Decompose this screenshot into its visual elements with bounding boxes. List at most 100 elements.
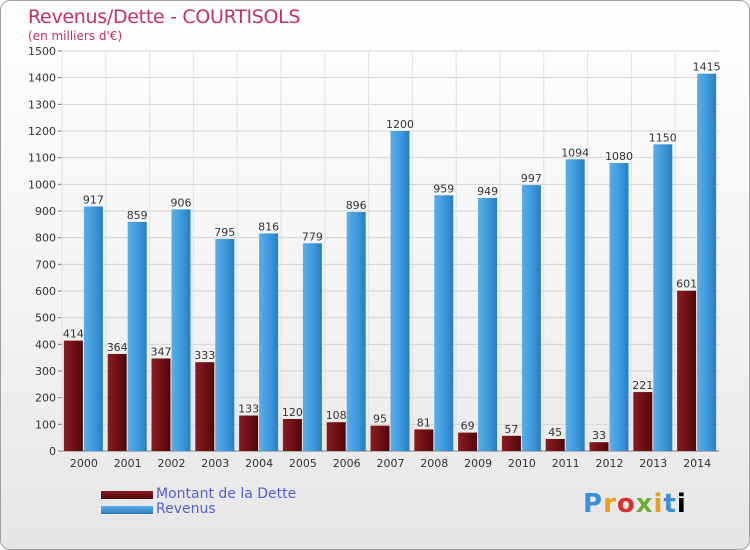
- xtick-label-2006: 2006: [333, 457, 361, 470]
- bar-debt-2013: [633, 392, 653, 451]
- chart-title: Revenus/Dette - COURTISOLS: [28, 6, 301, 28]
- bar-debt-2001: [107, 353, 127, 451]
- data-label-revenus-2013: 1150: [649, 131, 677, 144]
- ytick-label-800: 800: [35, 232, 56, 245]
- ytick-label-0: 0: [49, 445, 56, 458]
- data-label-revenus-2012: 1080: [605, 150, 633, 163]
- data-label-debt-2003: 333: [194, 349, 215, 362]
- bar-debt-2008: [414, 429, 434, 451]
- bar-revenus-2007: [390, 131, 410, 451]
- legend-label-debt: Montant de la Dette: [156, 486, 297, 502]
- data-label-revenus-2007: 1200: [386, 118, 414, 131]
- xtick-label-2002: 2002: [158, 457, 186, 470]
- xtick-label-2013: 2013: [639, 457, 667, 470]
- ytick-label-1300: 1300: [28, 98, 56, 111]
- bar-debt-2012: [589, 442, 609, 451]
- ytick-label-500: 500: [35, 312, 56, 325]
- legend-swatch-debt: [101, 491, 153, 499]
- data-label-debt-2007: 95: [373, 413, 387, 426]
- xtick-label-2003: 2003: [201, 457, 229, 470]
- proxiti-logo: Proxiti: [583, 489, 687, 519]
- ytick-label-400: 400: [35, 338, 56, 351]
- ytick-label-1200: 1200: [28, 125, 56, 138]
- unit-label: (en milliers d'€): [28, 29, 123, 43]
- bar-debt-2010: [501, 435, 521, 451]
- xtick-label-2004: 2004: [245, 457, 273, 470]
- data-label-revenus-2010: 997: [521, 172, 542, 185]
- bar-debt-2003: [195, 362, 215, 451]
- ytick-label-1500: 1500: [28, 45, 56, 58]
- bar-debt-2011: [545, 439, 565, 451]
- bar-revenus-2003: [215, 239, 235, 451]
- data-label-revenus-2002: 906: [171, 196, 192, 209]
- bar-revenus-2010: [521, 185, 541, 451]
- bar-revenus-2011: [565, 159, 585, 451]
- data-label-revenus-2011: 1094: [561, 146, 589, 159]
- bar-revenus-2002: [171, 209, 191, 451]
- ytick-label-100: 100: [35, 418, 56, 431]
- data-label-debt-2001: 364: [107, 341, 128, 354]
- xtick-label-2011: 2011: [552, 457, 580, 470]
- xtick-label-2008: 2008: [420, 457, 448, 470]
- xtick-label-2005: 2005: [289, 457, 317, 470]
- bar-debt-2006: [326, 422, 346, 451]
- ytick-label-200: 200: [35, 392, 56, 405]
- data-label-revenus-2009: 949: [477, 185, 498, 198]
- data-label-debt-2009: 69: [461, 420, 475, 433]
- data-label-debt-2010: 57: [504, 423, 518, 436]
- bar-debt-2014: [677, 290, 697, 451]
- bar-debt-2000: [63, 340, 83, 451]
- ytick-label-1400: 1400: [28, 72, 56, 85]
- data-label-revenus-2001: 859: [127, 209, 148, 222]
- data-label-debt-2008: 81: [417, 416, 431, 429]
- data-label-debt-2013: 221: [632, 379, 653, 392]
- data-label-debt-2012: 33: [592, 429, 606, 442]
- data-label-revenus-2008: 959: [433, 182, 454, 195]
- bar-debt-2009: [458, 432, 478, 451]
- bar-revenus-2005: [302, 243, 322, 451]
- data-label-debt-2000: 414: [63, 328, 84, 341]
- data-label-revenus-2004: 816: [258, 220, 279, 233]
- data-label-revenus-2003: 795: [214, 226, 235, 239]
- ytick-label-600: 600: [35, 285, 56, 298]
- bar-revenus-2012: [609, 163, 629, 451]
- bar-revenus-2000: [83, 206, 103, 451]
- xtick-label-2009: 2009: [464, 457, 492, 470]
- legend-swatch-revenus: [101, 506, 153, 514]
- data-label-revenus-2000: 917: [83, 193, 104, 206]
- bar-revenus-2001: [127, 221, 147, 451]
- xtick-label-2000: 2000: [70, 457, 98, 470]
- data-label-revenus-2006: 896: [346, 199, 367, 212]
- data-label-revenus-2005: 779: [302, 230, 323, 243]
- bar-debt-2004: [239, 415, 259, 451]
- ytick-label-1100: 1100: [28, 152, 56, 165]
- bar-revenus-2006: [346, 212, 366, 451]
- data-label-revenus-2014: 1415: [693, 61, 721, 74]
- xtick-label-2010: 2010: [508, 457, 536, 470]
- bar-revenus-2013: [653, 144, 673, 452]
- bar-debt-2002: [151, 358, 171, 451]
- xtick-label-2007: 2007: [377, 457, 405, 470]
- ytick-label-300: 300: [35, 365, 56, 378]
- bar-revenus-2014: [697, 73, 717, 452]
- ytick-label-900: 900: [35, 205, 56, 218]
- data-label-debt-2004: 133: [238, 403, 259, 416]
- bar-debt-2007: [370, 425, 390, 451]
- data-label-debt-2014: 601: [676, 278, 697, 291]
- data-label-debt-2002: 347: [151, 345, 172, 358]
- bar-revenus-2004: [259, 233, 279, 451]
- data-label-debt-2005: 120: [282, 406, 303, 419]
- xtick-label-2012: 2012: [596, 457, 624, 470]
- bar-debt-2005: [282, 419, 302, 451]
- bar-revenus-2008: [434, 195, 454, 451]
- data-label-debt-2011: 45: [548, 426, 562, 439]
- xtick-label-2014: 2014: [683, 457, 711, 470]
- ytick-label-700: 700: [35, 258, 56, 271]
- legend-label-revenus: Revenus: [156, 501, 216, 517]
- xtick-label-2001: 2001: [114, 457, 142, 470]
- ytick-label-1000: 1000: [28, 178, 56, 191]
- bar-revenus-2009: [478, 197, 498, 451]
- data-label-debt-2006: 108: [326, 409, 347, 422]
